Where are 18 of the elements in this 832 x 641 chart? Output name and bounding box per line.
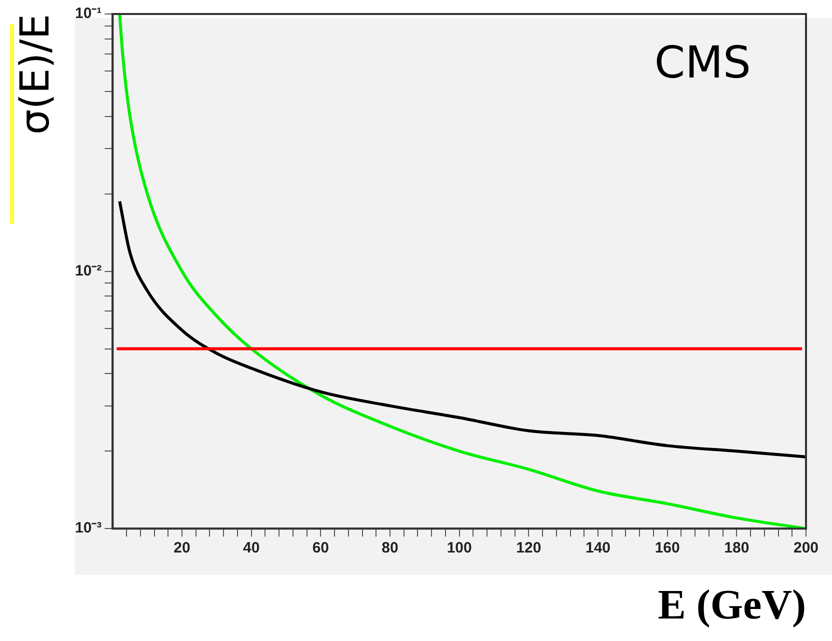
x-tick-label: 200 bbox=[793, 540, 819, 557]
x-tick-label: 160 bbox=[654, 540, 680, 557]
x-tick-label: 20 bbox=[174, 540, 190, 557]
y-tick-label: 10⁻³ bbox=[74, 520, 102, 537]
annotation: CMS bbox=[654, 37, 751, 88]
y-tick-label: 10⁻¹ bbox=[74, 5, 102, 22]
x-tick-label: 120 bbox=[516, 540, 542, 557]
x-tick-label: 180 bbox=[724, 540, 750, 557]
line-series bbox=[118, 14, 806, 529]
x-tick-label: 100 bbox=[446, 540, 472, 557]
x-axis-title: E (GeV) bbox=[658, 582, 806, 629]
y-axis-title: σ(E)/E bbox=[12, 14, 58, 135]
x-tick-label: 40 bbox=[243, 540, 260, 557]
x-tick-label: 140 bbox=[585, 540, 611, 557]
x-tick-label: 80 bbox=[382, 540, 398, 557]
y-tick-label: 10⁻² bbox=[74, 262, 102, 280]
line-series bbox=[118, 200, 806, 458]
x-tick-label: 60 bbox=[312, 540, 330, 557]
